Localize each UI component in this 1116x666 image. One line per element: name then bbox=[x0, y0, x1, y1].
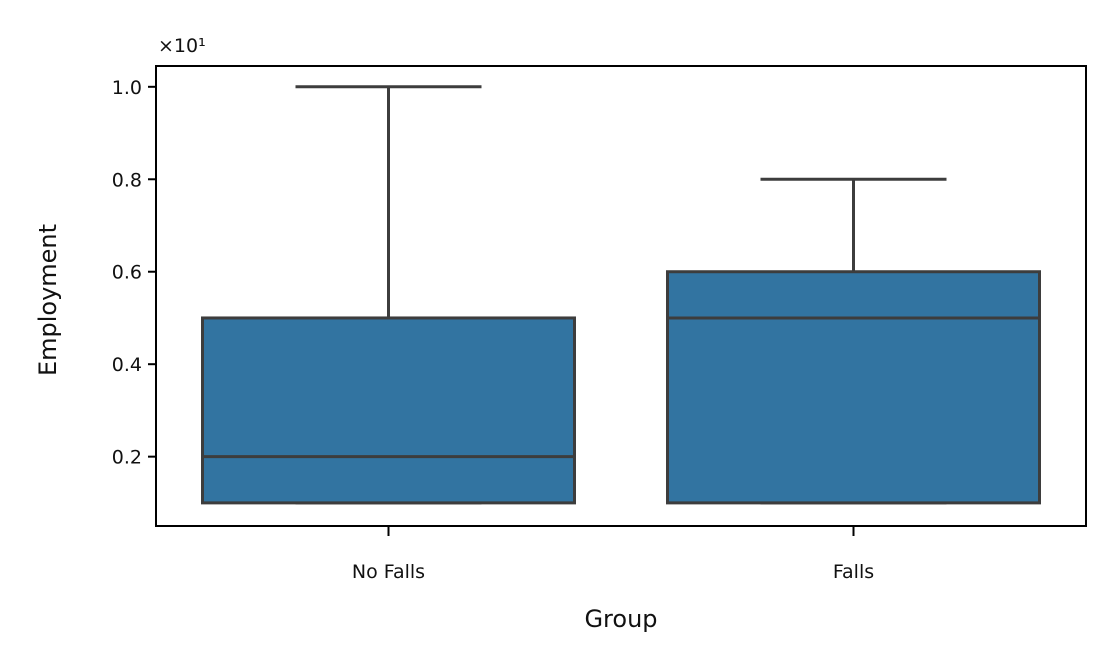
box-group bbox=[201, 85, 576, 505]
box-group bbox=[666, 177, 1041, 505]
box-iqr bbox=[201, 316, 576, 505]
y-tick-label: 0.4 bbox=[112, 354, 142, 376]
x-tick-label: No Falls bbox=[352, 561, 425, 583]
x-axis-title: Group bbox=[584, 605, 657, 633]
y-axis: 0.2 0.4 0.6 0.8 1.0 bbox=[112, 77, 156, 469]
box-iqr bbox=[666, 270, 1041, 505]
y-tick-label: 0.2 bbox=[112, 447, 142, 469]
plot-frame bbox=[155, 65, 1087, 527]
x-axis: No Falls Falls bbox=[352, 526, 874, 583]
y-tick-label: 0.6 bbox=[112, 262, 142, 284]
y-axis-offset-label: ×10¹ bbox=[158, 35, 206, 57]
y-tick-label: 1.0 bbox=[112, 77, 142, 99]
y-axis-title: Employment bbox=[34, 224, 62, 376]
boxes-layer bbox=[201, 85, 1041, 505]
x-tick-label: Falls bbox=[833, 561, 874, 583]
y-tick-label: 0.8 bbox=[112, 169, 142, 191]
